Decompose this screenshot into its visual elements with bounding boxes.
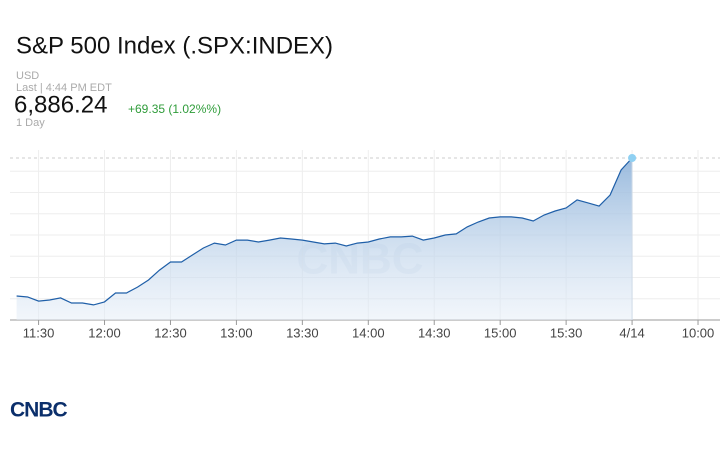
x-tick-label: 13:00 — [220, 325, 253, 340]
x-tick-label: 4/14 — [619, 325, 644, 340]
range: 1 Day — [16, 117, 45, 129]
end-point — [628, 153, 637, 162]
x-tick-label: 13:30 — [286, 325, 319, 340]
change: +69.35 (1.02%%) — [128, 102, 221, 116]
currency: USD — [16, 70, 39, 82]
x-tick-label: 15:30 — [550, 325, 583, 340]
line — [16, 157, 633, 306]
x-tick-label: 14:30 — [418, 325, 451, 340]
x-tick-label: 14:00 — [352, 325, 385, 340]
logo: CNBC — [10, 399, 67, 422]
x-tick-label: 10:00 — [682, 325, 715, 340]
x-tick-label: 12:00 — [88, 325, 121, 340]
x-tick-label: 15:00 — [484, 325, 517, 340]
last-time: Last | 4:44 PM EDT — [16, 82, 112, 94]
area — [16, 158, 633, 320]
x-tick-label: 12:30 — [154, 325, 187, 340]
x-tick-label: 11:30 — [23, 325, 55, 340]
price: 6,886.24 — [14, 91, 107, 118]
title: S&P 500 Index (.SPX:INDEX) — [16, 32, 333, 59]
plot: CNBC11:3012:0012:3013:0013:3014:0014:301… — [10, 150, 720, 340]
